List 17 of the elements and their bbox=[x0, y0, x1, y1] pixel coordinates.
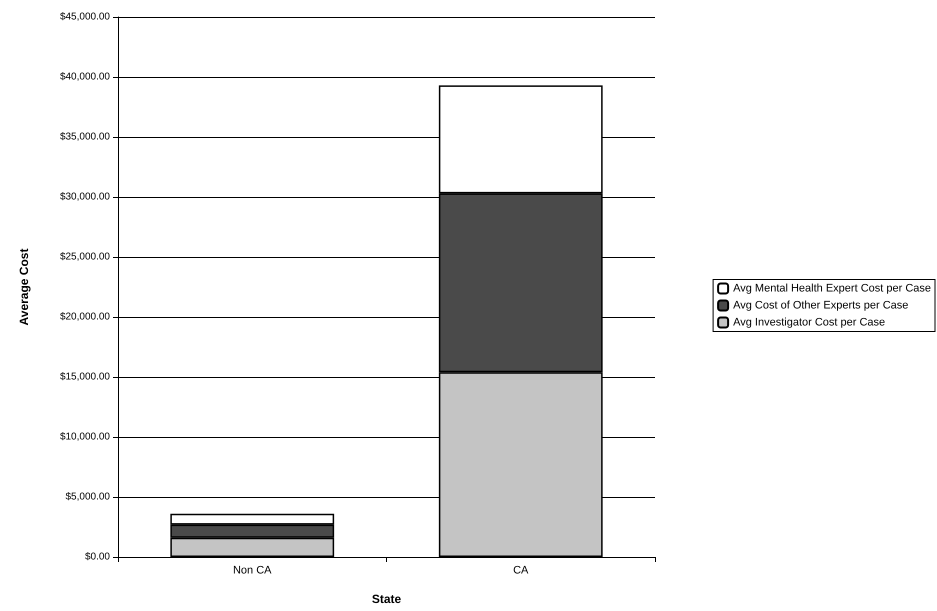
y-axis-title: Average Cost bbox=[17, 248, 31, 326]
x-tick-label: CA bbox=[513, 564, 530, 576]
y-tick-label: $5,000.00 bbox=[66, 492, 110, 502]
y-tick-label: $35,000.00 bbox=[60, 132, 110, 142]
y-tick-label: $40,000.00 bbox=[60, 72, 110, 82]
y-tick-label: $15,000.00 bbox=[60, 372, 110, 382]
legend-label: Avg Cost of Other Experts per Case bbox=[733, 300, 908, 312]
y-tick-label: $20,000.00 bbox=[60, 312, 110, 322]
legend-label: Avg Investigator Cost per Case bbox=[733, 316, 886, 328]
x-tick-label: Non CA bbox=[232, 564, 272, 576]
y-tick-label: $0.00 bbox=[84, 552, 110, 562]
y-tick-label: $10,000.00 bbox=[60, 432, 110, 442]
y-tick-label: $45,000.00 bbox=[60, 12, 110, 22]
x-axis-title: State bbox=[372, 592, 402, 606]
y-tick-label: $30,000.00 bbox=[60, 192, 110, 202]
y-tick-label: $25,000.00 bbox=[60, 252, 110, 262]
legend-label: Avg Mental Health Expert Cost per Case bbox=[733, 282, 932, 294]
